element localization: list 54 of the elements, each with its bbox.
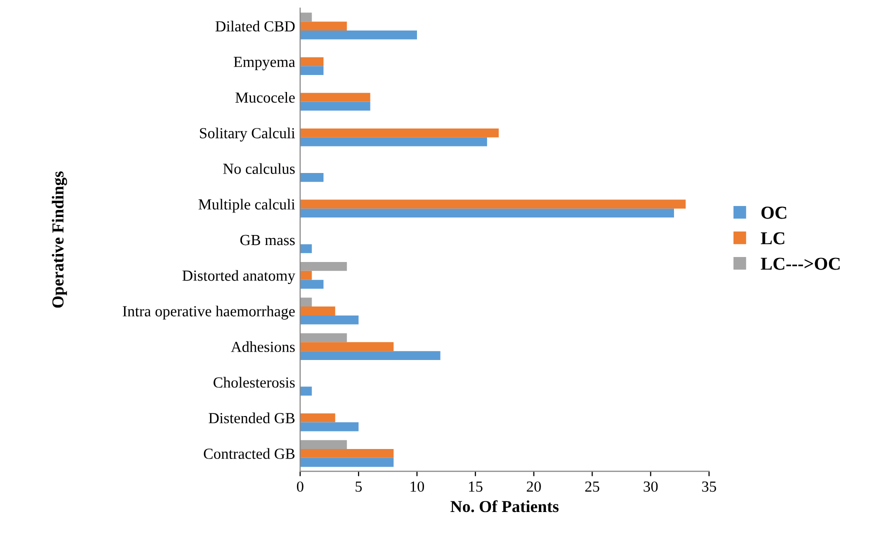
y-tick-label: Adhesions [230,341,295,352]
x-tick-label: 25 [585,481,600,492]
x-tick-label: 15 [469,482,482,492]
legend-label: OC [761,206,786,219]
x-tick-label: 30 [644,481,658,492]
bar [300,342,394,352]
y-tick-label: Distended GB [208,412,295,424]
y-axis-title: Operative Findings [52,171,68,308]
bar [300,270,312,280]
bar [300,386,312,396]
bar [300,22,347,30]
legend-label: LC [760,232,784,244]
x-tick-label: 35 [702,481,716,492]
bar [300,306,336,316]
bar [300,128,499,138]
x-axis-title: No. Of Patients [450,500,559,512]
legend-label: LC--->OC [760,258,840,270]
y-tick-label: No calculus [223,163,295,174]
bar [300,57,324,66]
bar [300,30,417,40]
bar [300,12,312,22]
y-tick-label: Multiple calculi [198,198,295,213]
bar [300,440,347,450]
bar [300,458,394,467]
bar [300,172,324,182]
bar [300,92,370,102]
y-tick-label: Mucocele [235,92,295,103]
bar [300,413,336,422]
bar [300,351,440,360]
y-tick-label: GB mass [240,234,295,246]
y-tick-label: Contracted GB [204,448,295,459]
bar [300,200,686,209]
bar [300,102,370,111]
bar [300,66,324,76]
bar [300,262,347,271]
y-tick-label: Distorted anatomy [182,270,296,284]
y-tick-label: Cholesterosis [214,376,295,388]
x-tick-label: 10 [410,481,424,492]
bar [300,244,312,254]
bar [300,422,359,432]
y-tick-label: Empyema [234,56,296,70]
bar [300,449,394,458]
y-tick-label: Dilated CBD [216,20,295,32]
bar [300,315,359,324]
y-tick-label: Solitary Calculi [200,128,295,142]
bar [300,208,674,218]
bar [300,137,488,146]
x-tick-label: 0 [296,481,304,492]
bar [300,333,347,342]
bar [300,280,324,289]
y-tick-label: Intra operative haemorrhage [122,306,295,320]
bar [300,298,312,307]
x-tick-label: 5 [356,482,362,492]
x-tick-label: 20 [526,481,541,492]
